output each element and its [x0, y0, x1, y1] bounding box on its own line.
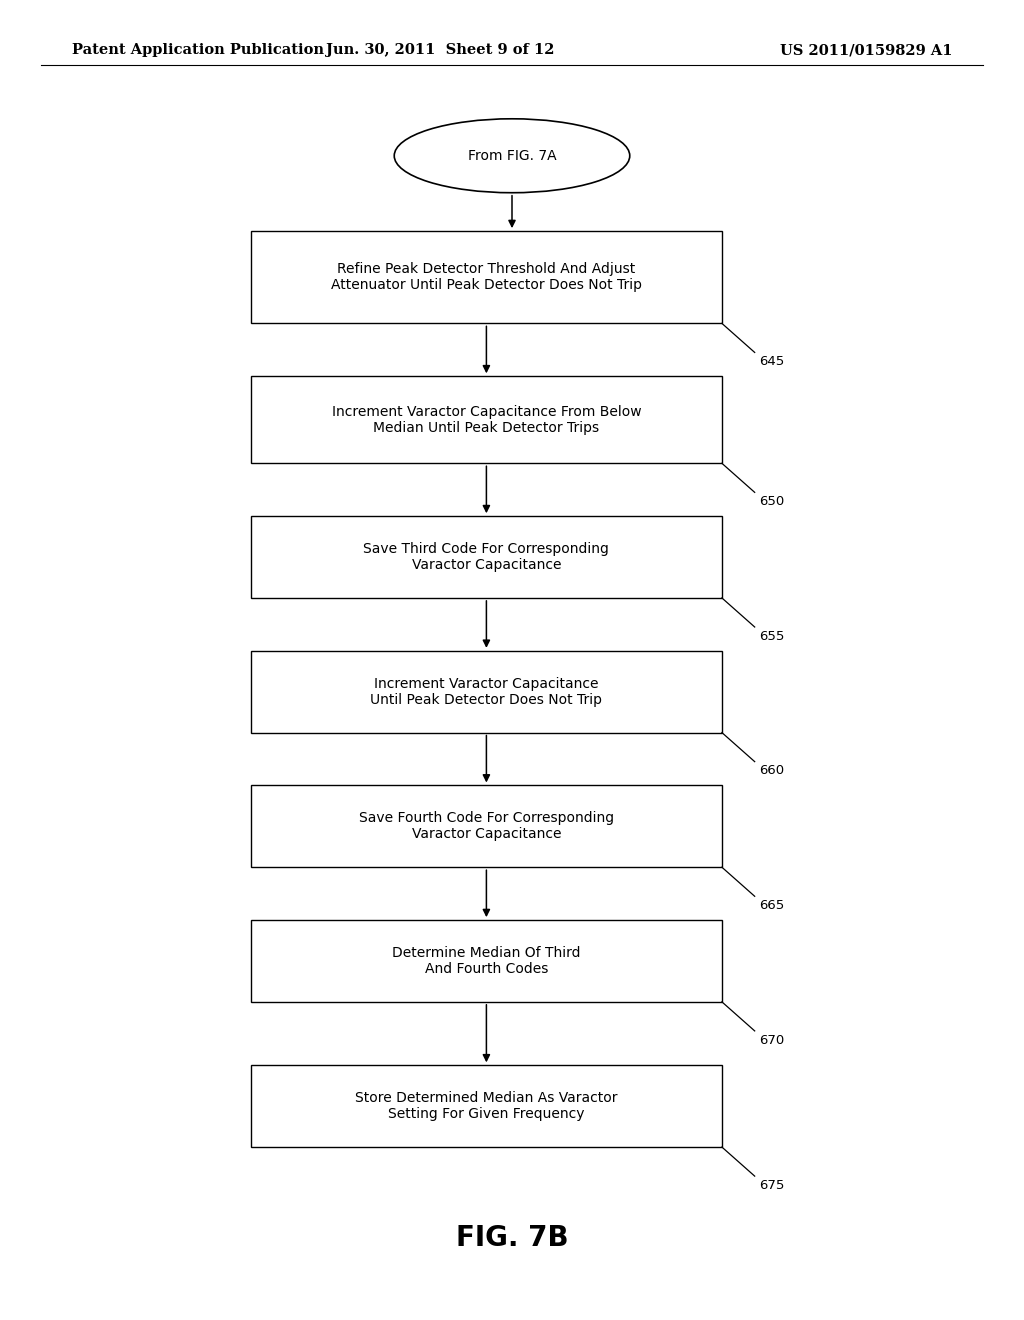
Text: Determine Median Of Third
And Fourth Codes: Determine Median Of Third And Fourth Cod… — [392, 946, 581, 975]
Text: US 2011/0159829 A1: US 2011/0159829 A1 — [780, 44, 952, 57]
Bar — [251, 376, 722, 463]
Bar — [251, 231, 722, 323]
Bar — [251, 651, 722, 733]
Text: Increment Varactor Capacitance
Until Peak Detector Does Not Trip: Increment Varactor Capacitance Until Pea… — [371, 677, 602, 706]
Text: 660: 660 — [759, 764, 784, 777]
Text: Increment Varactor Capacitance From Below
Median Until Peak Detector Trips: Increment Varactor Capacitance From Belo… — [332, 405, 641, 434]
Text: Save Third Code For Corresponding
Varactor Capacitance: Save Third Code For Corresponding Varact… — [364, 543, 609, 572]
Text: Store Determined Median As Varactor
Setting For Given Frequency: Store Determined Median As Varactor Sett… — [355, 1092, 617, 1121]
Bar — [251, 1065, 722, 1147]
Bar — [251, 516, 722, 598]
Text: Patent Application Publication: Patent Application Publication — [72, 44, 324, 57]
Text: 665: 665 — [759, 899, 784, 912]
Text: 675: 675 — [759, 1179, 784, 1192]
Text: Refine Peak Detector Threshold And Adjust
Attenuator Until Peak Detector Does No: Refine Peak Detector Threshold And Adjus… — [331, 263, 642, 292]
Text: 670: 670 — [759, 1034, 784, 1047]
Text: 650: 650 — [759, 495, 784, 508]
Bar — [251, 920, 722, 1002]
Text: Jun. 30, 2011  Sheet 9 of 12: Jun. 30, 2011 Sheet 9 of 12 — [326, 44, 555, 57]
Text: From FIG. 7A: From FIG. 7A — [468, 149, 556, 162]
Text: 655: 655 — [759, 630, 784, 643]
Text: 645: 645 — [759, 355, 784, 368]
Text: FIG. 7B: FIG. 7B — [456, 1224, 568, 1253]
Ellipse shape — [394, 119, 630, 193]
Bar — [251, 785, 722, 867]
Text: Save Fourth Code For Corresponding
Varactor Capacitance: Save Fourth Code For Corresponding Varac… — [358, 812, 614, 841]
